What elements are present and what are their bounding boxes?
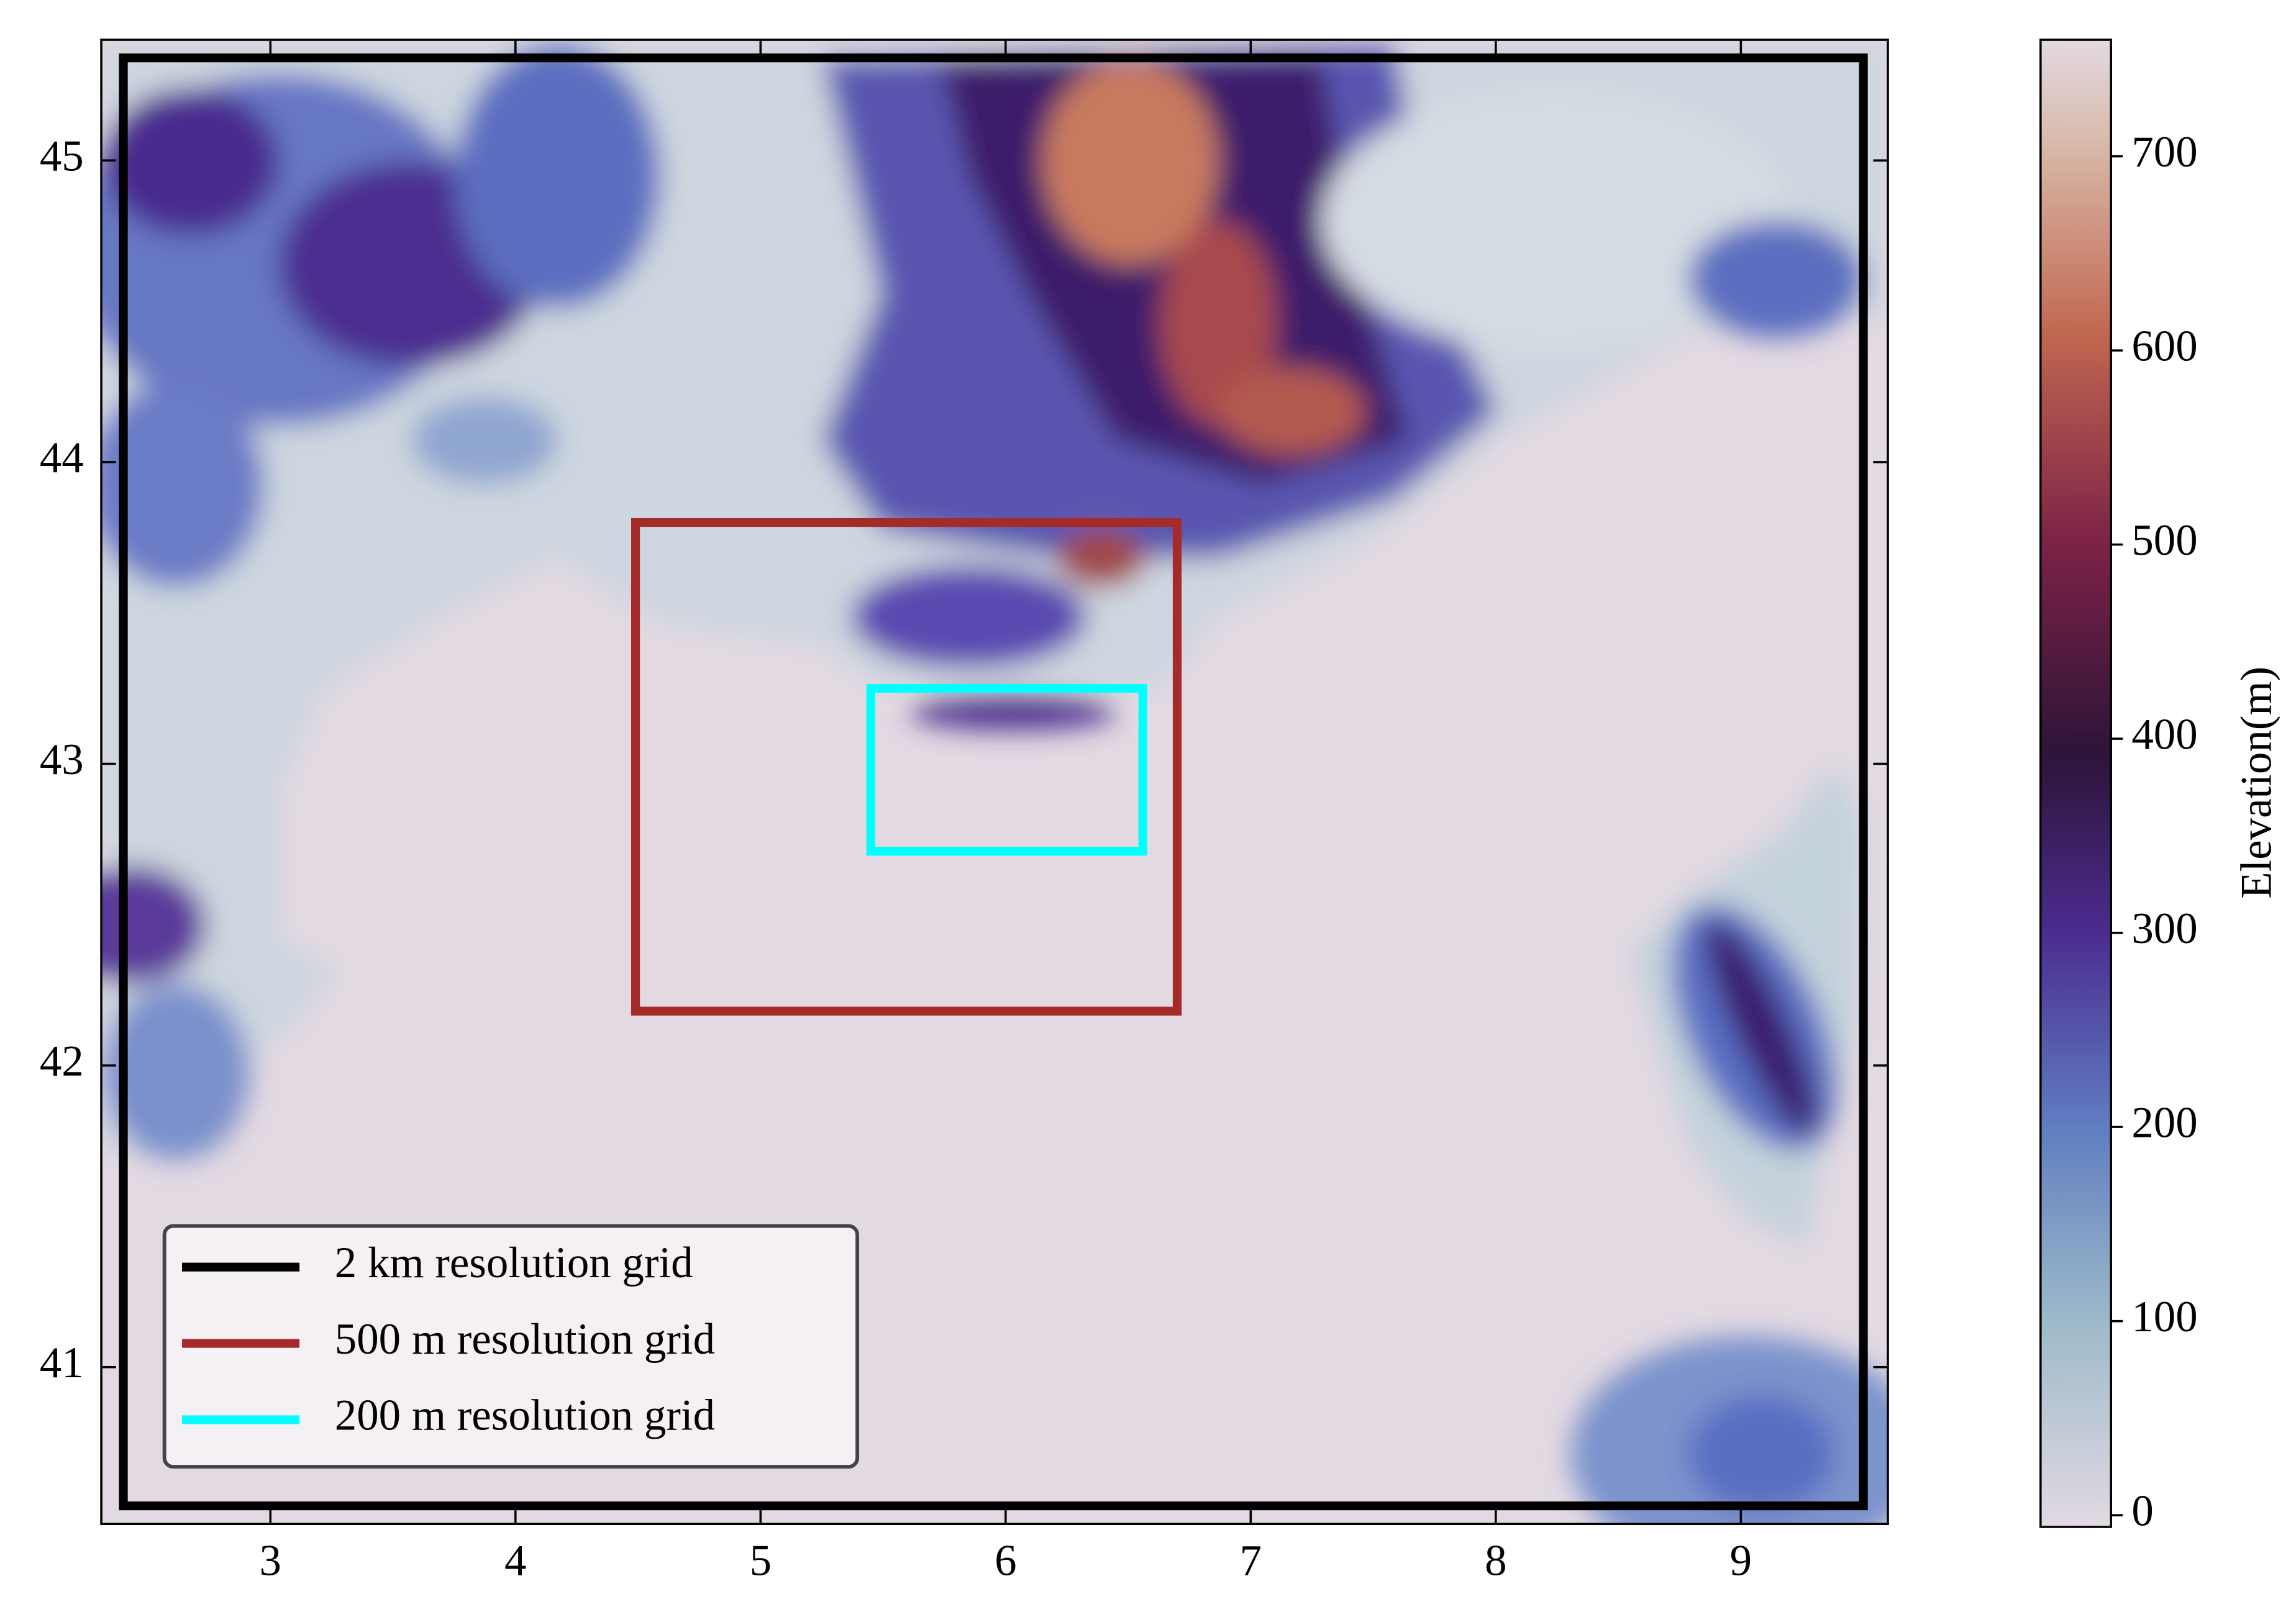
y-tick-label: 44 (40, 434, 84, 482)
colorbar-tick-label: 600 (2131, 322, 2197, 370)
colorbar (2039, 39, 2113, 1528)
grid-domain (866, 684, 1147, 856)
x-tick-label: 3 (260, 1537, 281, 1585)
colorbar-tick-label: 200 (2131, 1098, 2197, 1147)
legend-label: 500 m resolution grid (335, 1315, 715, 1364)
x-tick-label: 7 (1240, 1537, 1262, 1585)
colorbar-label: Elevation(m) (2233, 667, 2281, 899)
legend-frame (162, 1224, 860, 1469)
colorbar-tick-label: 400 (2131, 710, 2197, 758)
x-tick-label: 8 (1485, 1537, 1506, 1585)
colorbar-tick-label: 700 (2131, 128, 2197, 176)
y-tick-label: 45 (40, 132, 84, 181)
x-tick-label: 6 (995, 1537, 1016, 1585)
plot-frame (100, 39, 1889, 1525)
grid-domain (631, 517, 1182, 1016)
colorbar-tick-label: 0 (2131, 1487, 2153, 1535)
y-tick-label: 43 (40, 736, 84, 784)
y-tick-label: 42 (40, 1037, 84, 1085)
x-tick-label: 9 (1730, 1537, 1752, 1585)
colorbar-tick-label: 300 (2131, 904, 2197, 953)
y-tick-label: 41 (40, 1339, 84, 1387)
colorbar-tick-label: 500 (2131, 516, 2197, 565)
x-tick-label: 4 (504, 1537, 526, 1585)
legend: 2 km resolution grid 500 m resolution gri… (162, 1224, 860, 1469)
colorbar-tick-label: 100 (2131, 1293, 2197, 1341)
x-tick-label: 5 (750, 1537, 772, 1585)
legend-label: 2 km resolution grid (335, 1239, 693, 1287)
grid-domain (119, 53, 1868, 1511)
legend-label: 200 m resolution grid (335, 1392, 715, 1440)
